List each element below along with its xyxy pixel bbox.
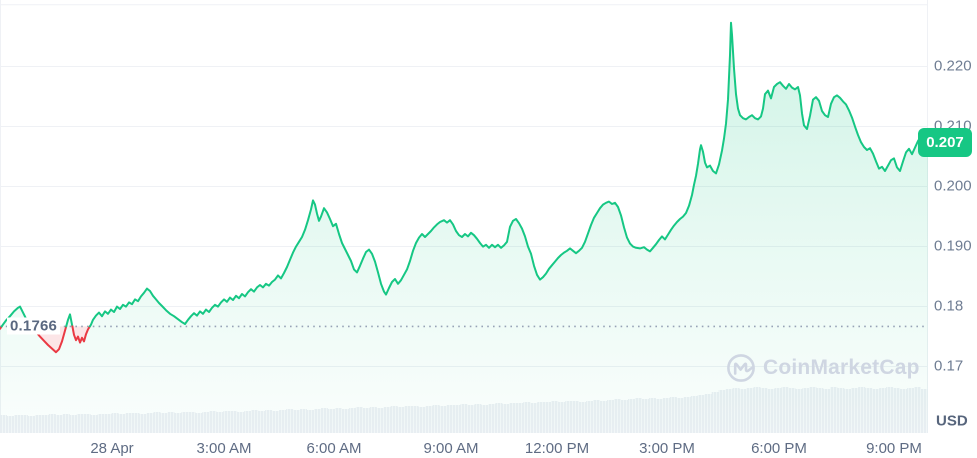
open-price-label: 0.1766 <box>7 317 61 335</box>
y-axis-unit-label: USD <box>936 412 968 430</box>
x-axis-tick-label: 12:00 PM <box>524 440 590 457</box>
x-axis-tick-label: 6:00 PM <box>751 440 807 457</box>
x-axis-tick-label: 9:00 PM <box>866 440 922 457</box>
y-axis-tick-label: 0.200 <box>934 177 972 195</box>
y-axis-tick-label: 0.17 <box>934 357 964 375</box>
y-axis-tick-label: 0.190 <box>934 237 972 255</box>
current-price-badge: 0.207 <box>918 128 972 157</box>
x-axis-tick-label: 3:00 PM <box>639 440 695 457</box>
y-axis-tick-label: 0.18 <box>934 297 964 315</box>
y-axis-tick-label: 0.220 <box>934 57 972 75</box>
x-axis-tick-label: 3:00 AM <box>196 440 252 457</box>
price-chart-canvas[interactable] <box>0 0 977 433</box>
x-axis-tick-label: 28 Apr <box>90 440 134 457</box>
x-axis-tick-label: 9:00 AM <box>423 440 479 457</box>
x-axis-tick-label: 6:00 AM <box>306 440 362 457</box>
